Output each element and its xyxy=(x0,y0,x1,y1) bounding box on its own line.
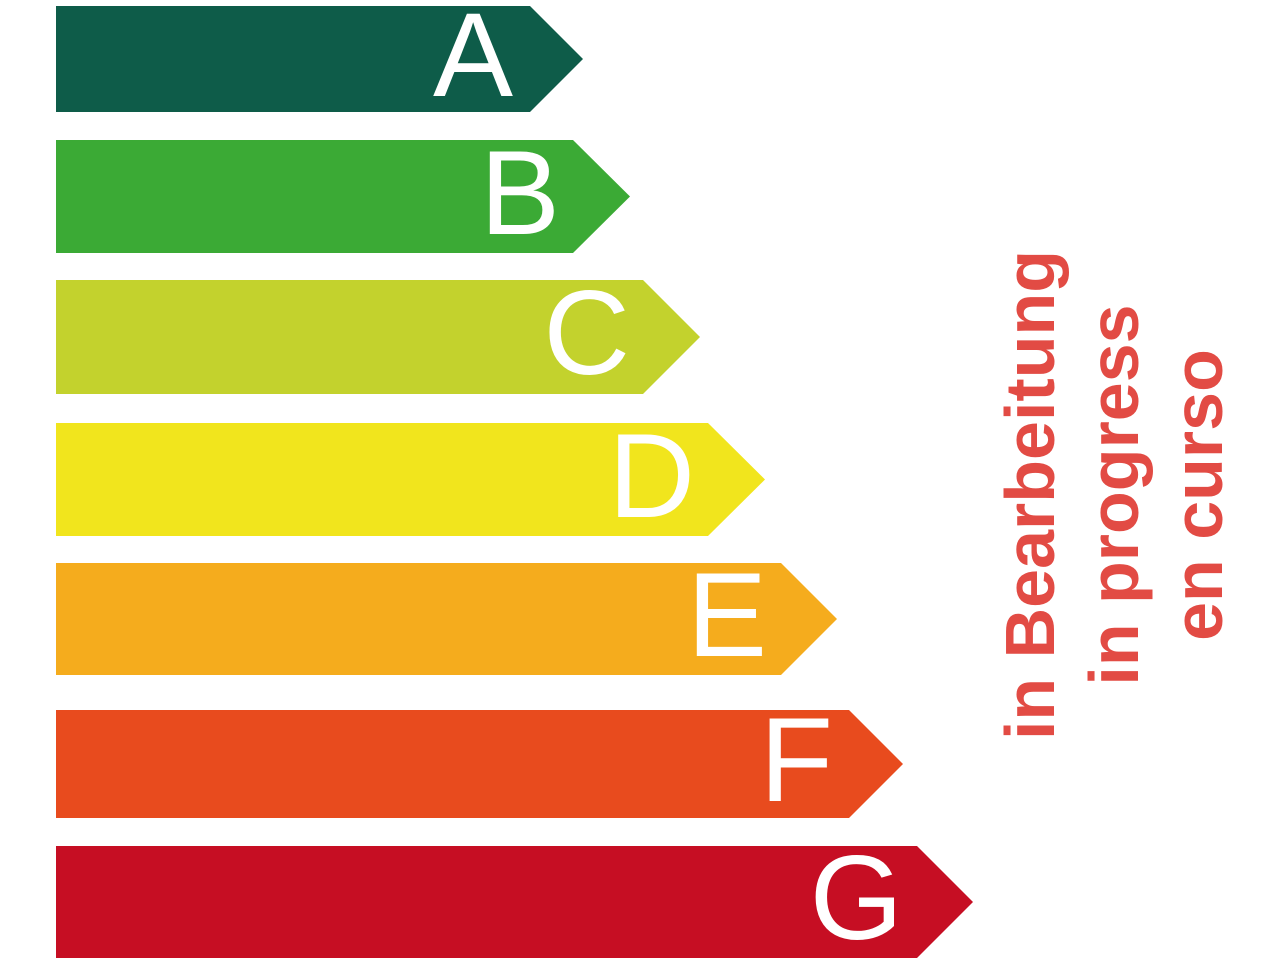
energy-class-arrow-c: C xyxy=(56,280,700,394)
energy-class-letter-e: E xyxy=(686,548,767,682)
status-line-es: en curso xyxy=(1159,349,1237,641)
status-line-en: in progress xyxy=(1075,304,1153,686)
energy-class-arrow-b: B xyxy=(56,140,630,253)
status-note: in Bearbeitung in progress en curso xyxy=(988,215,1240,775)
energy-class-letter-f: F xyxy=(759,693,833,827)
energy-class-letter-b: B xyxy=(479,125,560,260)
energy-class-letter-a: A xyxy=(432,0,513,122)
energy-class-arrow-e: E xyxy=(56,563,837,675)
energy-class-letter-g: G xyxy=(809,831,903,960)
energy-class-letter-d: D xyxy=(608,408,695,543)
energy-class-letter-c: C xyxy=(543,266,630,400)
energy-class-arrow-g: G xyxy=(56,846,973,958)
energy-class-arrow-f: F xyxy=(56,710,903,818)
energy-class-arrow-a: A xyxy=(56,6,583,112)
energy-class-arrow-d: D xyxy=(56,423,765,536)
status-line-de: in Bearbeitung xyxy=(991,249,1069,741)
